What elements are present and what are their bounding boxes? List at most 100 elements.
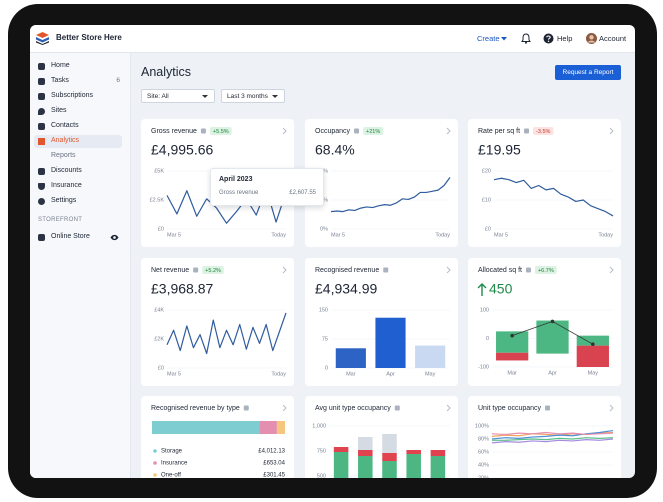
- card: Unit type occupancy 100% 80% 60% 40% 20%: [468, 396, 621, 478]
- x-axis-label: Today: [435, 232, 450, 238]
- section-label: STOREFRONT: [38, 217, 83, 223]
- info-icon: [200, 128, 206, 134]
- bar: [335, 348, 366, 368]
- nav-item[interactable]: Tasks 6: [34, 75, 122, 88]
- bar-segment: [576, 335, 609, 346]
- bar-segment: [406, 454, 421, 478]
- bar-segment: [333, 452, 349, 478]
- create-menu[interactable]: Create: [477, 34, 500, 43]
- tooltip-value: £2,607.55: [289, 190, 316, 196]
- screen: Better Store Here Create Help Account Ho…: [30, 25, 635, 478]
- site-filter[interactable]: Site: All: [141, 89, 215, 103]
- card-title: Avg unit type occupancy: [315, 405, 391, 412]
- app-name: Better Store Here: [56, 33, 122, 42]
- chevron[interactable]: [282, 404, 287, 412]
- y-tick-label: 0: [486, 336, 489, 342]
- nav-item[interactable]: Settings: [34, 195, 122, 208]
- nav-label: Reports: [51, 152, 76, 159]
- line: [491, 431, 614, 436]
- bar-segment: [259, 421, 277, 434]
- bar-segment: [382, 434, 397, 453]
- chevron[interactable]: [609, 404, 614, 412]
- card: Net revenue +5.2% £3,968.87 £0 £2K £4K Mar 5 To…: [141, 258, 294, 386]
- card-title: Unit type occupancy: [478, 405, 542, 412]
- y-tick-label: £0: [158, 226, 164, 232]
- nav-item[interactable]: Reports: [34, 150, 122, 163]
- chevron[interactable]: [609, 266, 614, 274]
- card: Rate per sq ft -3.5% £19.95 £0 £10 £20 Mar 5 To…: [468, 119, 621, 247]
- chevron[interactable]: [282, 266, 287, 274]
- card-background: [141, 258, 294, 386]
- bar-segment: [358, 456, 373, 478]
- legend-dot: [153, 473, 157, 477]
- card-value: £19.95: [478, 142, 521, 158]
- nav-item[interactable]: Discounts: [34, 165, 122, 178]
- help-link[interactable]: Help: [557, 34, 573, 43]
- chevron[interactable]: [609, 127, 614, 135]
- account-menu[interactable]: Account: [599, 34, 627, 43]
- y-tick-label: 100: [480, 307, 489, 313]
- chart: 1,000 750 500: [312, 423, 450, 478]
- legend-label: Storage: [161, 449, 183, 455]
- y-tick-label: 20%: [478, 475, 489, 478]
- card-title: Recognised revenue: [315, 267, 379, 274]
- x-axis-label: Today: [271, 232, 286, 238]
- chevron[interactable]: [446, 127, 451, 135]
- bar-segment: [536, 320, 569, 354]
- nav-label: Analytics: [51, 137, 80, 144]
- chevron[interactable]: [446, 266, 451, 274]
- nav-item[interactable]: Analytics: [34, 135, 122, 148]
- nav-label: Insurance: [51, 182, 82, 189]
- card-title: Recognised revenue by type: [151, 405, 240, 412]
- y-tick-label: £10: [482, 197, 491, 203]
- card-value: £4,934.99: [315, 281, 377, 297]
- x-tick-label: Mar: [507, 370, 517, 376]
- nav-item[interactable]: Online Store: [34, 231, 122, 244]
- line: [166, 312, 287, 355]
- nav-item[interactable]: Home: [34, 60, 122, 73]
- bar: [375, 317, 406, 368]
- nav-item[interactable]: Subscriptions: [34, 90, 122, 103]
- period-filter[interactable]: Last 3 months: [221, 89, 285, 103]
- y-tick-label: -100: [478, 364, 489, 370]
- chevron[interactable]: [282, 127, 287, 135]
- y-tick-label: 0%: [320, 226, 328, 232]
- line: [491, 438, 614, 444]
- line: [491, 429, 614, 440]
- card-title: Gross revenue: [151, 128, 197, 135]
- bar-segment: [576, 345, 609, 367]
- line: [330, 177, 451, 213]
- y-tick-label: £20: [482, 168, 491, 174]
- badge: [363, 127, 384, 135]
- x-tick-label: Apr: [548, 370, 557, 376]
- bell-icon[interactable]: [521, 33, 531, 44]
- bar-segment: [496, 352, 529, 361]
- badge-text: +21%: [366, 129, 380, 135]
- y-tick-label: 60%: [478, 449, 489, 455]
- y-tick-label: £5K: [154, 168, 164, 174]
- nav-item[interactable]: Sites: [34, 105, 122, 118]
- card-title: Allocated sq ft: [478, 267, 522, 274]
- nav-item[interactable]: Insurance: [34, 180, 122, 193]
- x-tick-label: Mar: [346, 371, 356, 377]
- bar-segment: [382, 461, 397, 478]
- x-axis-label: Mar 5: [331, 232, 345, 238]
- card-title: Rate per sq ft: [478, 128, 520, 135]
- request-report-button[interactable]: Request a Report: [555, 65, 621, 80]
- card-value: £3,968.87: [151, 281, 213, 297]
- y-tick-label: 0: [325, 365, 328, 371]
- info-icon: [383, 267, 389, 273]
- nav-label: Sites: [51, 107, 67, 114]
- help-icon[interactable]: [543, 33, 554, 44]
- x-axis-label: Mar 5: [494, 232, 508, 238]
- card-title: Net revenue: [151, 267, 189, 274]
- bar-segment: [406, 450, 421, 454]
- line-point: [550, 319, 555, 324]
- eye-icon[interactable]: [110, 234, 119, 241]
- chart: £0 £2K £4K Mar 5 Today: [154, 307, 287, 377]
- nav-item[interactable]: Contacts: [34, 120, 122, 133]
- x-tick-label: Apr: [386, 371, 395, 377]
- card: Recognised revenue by type Storage £4,012.…: [141, 396, 294, 478]
- chevron[interactable]: [446, 404, 451, 412]
- avatar[interactable]: [586, 33, 597, 44]
